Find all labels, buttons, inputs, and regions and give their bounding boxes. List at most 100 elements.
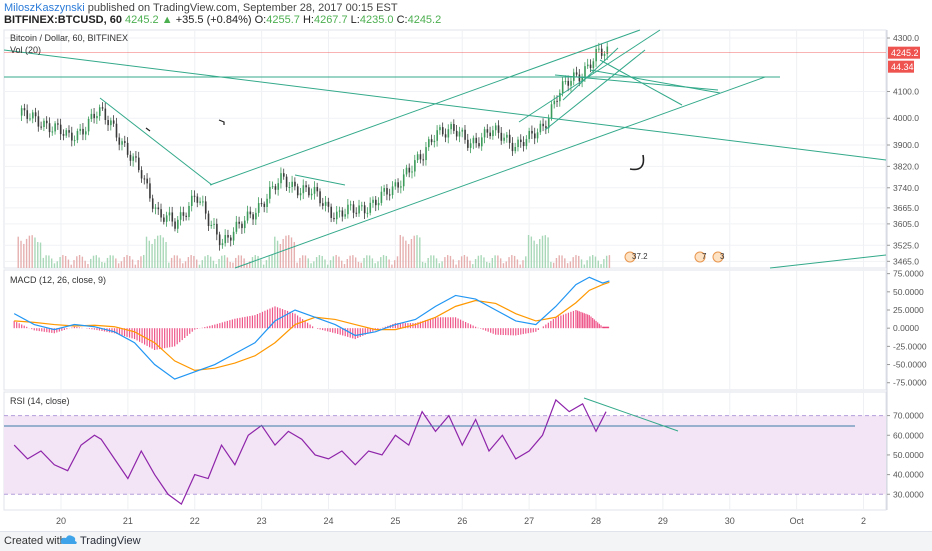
last-price-tag-label: 4245.2 [891, 48, 919, 58]
candle-body [255, 212, 257, 220]
candle-body [71, 132, 73, 141]
volume-bar [48, 255, 50, 268]
candle-body [185, 215, 188, 217]
volume-bar [62, 255, 64, 268]
volume-bar [396, 256, 399, 268]
x-tick-label: 26 [457, 516, 467, 526]
candle-body [29, 118, 31, 120]
candle-body [481, 137, 483, 147]
volume-bar [430, 255, 432, 268]
publish-info: MiloszKaszynski published on TradingView… [4, 2, 398, 14]
candle-body [467, 139, 469, 148]
x-tick-label: 23 [257, 516, 267, 526]
volume-bar [112, 255, 114, 268]
volume-bar [37, 242, 39, 268]
chart-canvas[interactable]: 20 21 22 23 24 25 26 27 28 29 30 Oct 2 4300.0 4100.0 40… [0, 0, 932, 531]
volume-bar [310, 263, 312, 268]
change-arrow-icon: ▲ [161, 14, 173, 26]
candle-body [65, 130, 68, 136]
trend-line [3, 49, 887, 161]
volume-bar [558, 255, 560, 268]
candle-body [269, 186, 271, 199]
volume-bar [229, 261, 231, 268]
candle-body [386, 188, 388, 195]
candle-body [54, 123, 56, 132]
volume-bar [435, 258, 438, 268]
volume-bar [605, 255, 608, 268]
candle-body [115, 123, 118, 138]
candle-body [299, 193, 302, 196]
candle-body [171, 212, 174, 222]
volume-bar [421, 261, 424, 268]
price-tick-label: 3465.0 [893, 256, 919, 266]
volume-bar [123, 257, 125, 268]
footer: Created with TradingView [0, 531, 932, 551]
candle-body [224, 234, 227, 244]
volume-bar [544, 235, 546, 268]
volume-bar [494, 255, 496, 268]
volume-bar [288, 235, 290, 268]
volume-bar [293, 241, 296, 268]
volume-bar [304, 255, 307, 268]
x-tick-label: 20 [56, 516, 66, 526]
candle-body [207, 213, 210, 226]
macd-tick-label: -25.0000 [893, 341, 927, 351]
volume-bar [491, 257, 494, 268]
candle-body [57, 123, 59, 125]
candle-body [469, 143, 472, 148]
candle-body [338, 210, 341, 212]
volume-bar [472, 264, 474, 268]
candle-body [126, 142, 129, 155]
x-tick-label: 22 [190, 516, 200, 526]
candle-body [107, 120, 109, 126]
candle-body [112, 120, 115, 124]
volume-bar [343, 264, 346, 268]
event-label: 7 [702, 252, 707, 261]
candle-body [62, 134, 65, 136]
price-panel [3, 29, 887, 269]
volume-bar [552, 262, 555, 268]
volume-bar [67, 259, 70, 268]
candle-body [51, 131, 54, 133]
volume-bar [513, 255, 516, 268]
volume-bar [410, 239, 413, 268]
volume-bar [156, 235, 159, 268]
candle-body [213, 223, 215, 225]
event-icon [624, 251, 636, 263]
volume-bar [349, 255, 351, 268]
candle-body [369, 202, 372, 213]
volume-bar [332, 256, 335, 268]
candle-body [32, 112, 34, 119]
candle-body [249, 211, 252, 215]
candle-body [500, 132, 503, 141]
candle-body [333, 217, 335, 220]
volume-bar [103, 262, 106, 268]
volume-bar [318, 255, 321, 268]
volume-bar [466, 256, 468, 268]
volume-bar [307, 258, 309, 268]
candle-body [98, 107, 101, 117]
candle-body [285, 176, 288, 188]
candle-body [48, 123, 51, 133]
volume-bar [170, 257, 173, 268]
candle-body [539, 123, 542, 133]
tradingview-brand[interactable]: TradingView [80, 535, 141, 547]
volume-bar [296, 262, 298, 268]
candle-body [79, 128, 82, 131]
author-link[interactable]: MiloszKaszynski [4, 2, 85, 14]
open-value: 4255.7 [266, 14, 300, 26]
candle-body [160, 209, 162, 218]
volume-bar [564, 258, 566, 268]
candle-body [252, 214, 254, 220]
candle-body [280, 173, 282, 184]
candle-body [322, 203, 324, 206]
candle-body [137, 157, 140, 171]
candle-body [414, 160, 416, 172]
macd-tick-label: 50.0000 [893, 287, 924, 297]
volume-bar [550, 261, 552, 268]
volume-bar [547, 237, 549, 268]
volume-bar [246, 263, 248, 268]
volume-bar [20, 240, 22, 268]
candle-body [444, 134, 447, 138]
candle-body [447, 129, 450, 138]
